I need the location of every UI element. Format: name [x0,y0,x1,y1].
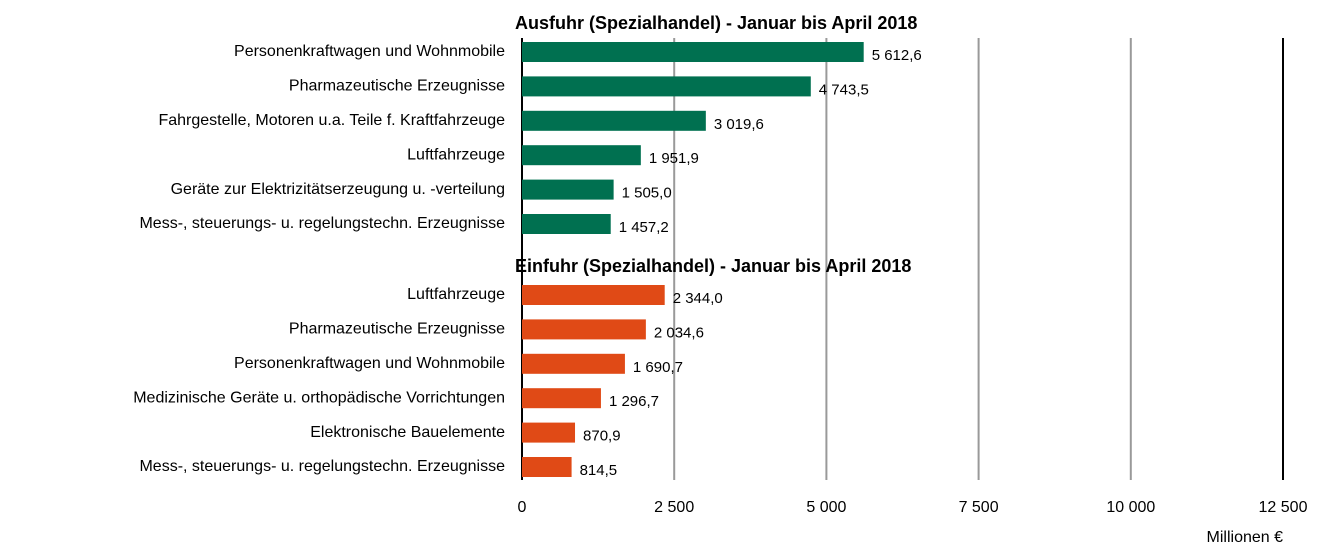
y-tick-label: Mess-, steuerungs- u. regelungstechn. Er… [139,458,505,475]
y-tick-label: Pharmazeutische Erzeugnisse [289,321,505,338]
bar [522,110,706,131]
panel-title: Ausfuhr (Spezialhandel) - Januar bis Apr… [515,13,917,33]
y-tick-label: Elektronische Bauelemente [310,424,505,441]
y-tick-label: Pharmazeutische Erzeugnisse [289,78,505,95]
x-tick-label: 12 500 [1259,499,1308,516]
value-label: 1 690,7 [633,359,683,376]
value-label: 2 344,0 [673,290,723,307]
bar [522,145,641,166]
panel-title: Einfuhr (Spezialhandel) - Januar bis Apr… [515,256,911,276]
value-label: 2 034,6 [654,324,704,341]
value-label: 5 612,6 [872,47,922,64]
x-tick-label: 0 [518,499,527,516]
bar [522,319,646,340]
bar [522,285,665,305]
bar [522,179,614,200]
x-tick-label: 10 000 [1106,499,1155,516]
x-tick-label: 5 000 [806,499,846,516]
bar [522,422,576,443]
y-tick-label: Luftfahrzeuge [407,286,505,303]
x-tick-label: 2 500 [654,499,694,516]
value-label: 1 505,0 [622,185,672,202]
value-label: 870,9 [583,428,621,445]
x-axis-label: Millionen € [1207,529,1284,546]
value-label: 3 019,6 [714,116,764,133]
value-label: 1 296,7 [609,393,659,410]
value-label: 814,5 [580,462,618,479]
bar [522,353,625,374]
bar [522,388,601,409]
y-tick-label: Personenkraftwagen und Wohnmobile [234,43,505,60]
y-tick-label: Personenkraftwagen und Wohnmobile [234,355,505,372]
value-label: 1 951,9 [649,150,699,167]
bar [522,42,864,62]
x-tick-label: 7 500 [959,499,999,516]
value-label: 1 457,2 [619,219,669,236]
y-tick-label: Geräte zur Elektrizitätserzeugung u. -ve… [171,181,505,198]
y-tick-label: Mess-, steuerungs- u. regelungstechn. Er… [139,215,505,232]
y-tick-label: Fahrgestelle, Motoren u.a. Teile f. Kraf… [158,112,505,129]
y-tick-label: Luftfahrzeuge [407,146,505,163]
bar [522,76,811,97]
value-label: 4 743,5 [819,81,869,98]
bar [522,214,611,234]
bar [522,457,572,477]
y-tick-label: Medizinische Geräte u. orthopädische Vor… [133,389,505,406]
